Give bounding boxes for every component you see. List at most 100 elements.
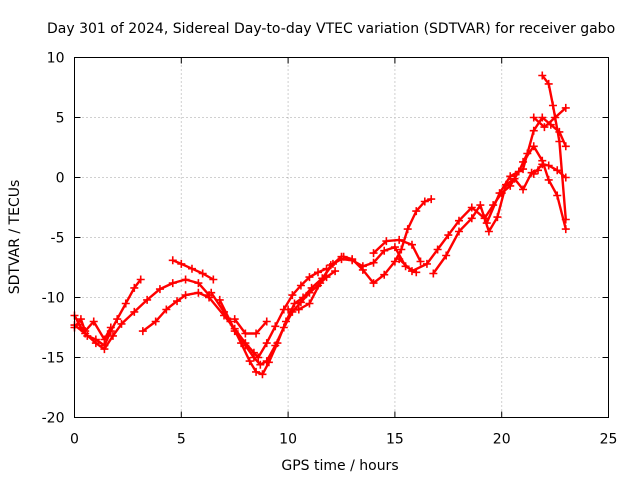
data-point [422, 259, 431, 268]
data-point [181, 275, 190, 284]
data-point [194, 279, 203, 288]
data-point [108, 331, 117, 340]
data-point [484, 227, 493, 236]
data-point [177, 259, 186, 268]
data-point [529, 113, 538, 122]
data-point [136, 275, 145, 284]
series-line [541, 74, 567, 221]
chart-title: Day 301 of 2024, Sidereal Day-to-day VTE… [47, 21, 615, 37]
y-tick-label: -5 [51, 231, 65, 247]
data-point [198, 269, 207, 278]
data-point [181, 291, 190, 300]
data-point [420, 197, 429, 206]
data-point [493, 213, 502, 222]
data-point [444, 231, 453, 240]
data-point [305, 273, 314, 282]
data-point [138, 327, 147, 336]
data-point [397, 245, 406, 254]
data-point [215, 295, 224, 304]
data-point [553, 191, 562, 200]
data-point [76, 315, 85, 324]
data-point [529, 142, 538, 151]
data-point [395, 255, 404, 264]
data-point [81, 329, 90, 338]
y-tick-label: 5 [56, 111, 65, 127]
data-point [380, 270, 389, 279]
data-point [314, 268, 323, 277]
data-point [416, 257, 425, 266]
data-point [519, 165, 528, 174]
data-point [454, 216, 463, 225]
data-point [130, 307, 139, 316]
data-point [151, 317, 160, 326]
data-point [117, 319, 126, 328]
data-point [544, 161, 553, 170]
data-point [510, 174, 519, 183]
y-tick-label: -20 [42, 411, 65, 427]
data-point [348, 255, 357, 264]
data-point [209, 275, 218, 284]
data-point [258, 370, 267, 379]
y-tick-label: 10 [47, 51, 65, 67]
data-point [205, 293, 214, 302]
x-tick-label: 0 [70, 432, 79, 448]
data-point [555, 137, 564, 146]
x-axis-label: GPS time / hours [281, 458, 398, 474]
data-point [561, 215, 570, 224]
data-point [519, 185, 528, 194]
axis-ticks: 0 5 10 15 20 25 -20 -15 -10 -5 0 5 10 [42, 51, 618, 448]
data-point [241, 329, 250, 338]
data-point [476, 201, 485, 210]
data-point [281, 317, 290, 326]
data-point [194, 288, 203, 297]
data-point [271, 322, 280, 331]
data-point [538, 71, 547, 80]
series-line [532, 106, 567, 129]
data-point [412, 207, 421, 216]
data-point [296, 281, 305, 290]
data-point [433, 245, 442, 254]
data-point [529, 169, 538, 178]
data-point [249, 353, 258, 362]
data-point [538, 160, 547, 169]
data-point [113, 315, 122, 324]
data-point [100, 345, 109, 354]
x-tick-label: 10 [279, 432, 297, 448]
data-point [540, 123, 549, 132]
data-point [427, 195, 436, 204]
data-point [390, 257, 399, 266]
data-point [168, 279, 177, 288]
x-tick-label: 15 [386, 432, 404, 448]
data-point [256, 360, 265, 369]
data-point [369, 279, 378, 288]
x-tick-label: 25 [600, 432, 618, 448]
data-point [284, 305, 293, 314]
data-point [482, 219, 491, 228]
data-point [173, 297, 182, 306]
data-point [91, 339, 100, 348]
data-point [380, 246, 389, 255]
data-point [358, 265, 367, 274]
data-point [155, 285, 164, 294]
data-point [548, 101, 557, 110]
data-point [100, 335, 109, 344]
data-point [382, 237, 391, 246]
y-tick-label: -15 [42, 351, 65, 367]
data-point [553, 166, 562, 175]
data-point [561, 103, 570, 112]
data-point [519, 157, 528, 166]
data-point [538, 113, 547, 122]
series-line [521, 145, 567, 231]
data-point [454, 227, 463, 236]
data-point [264, 358, 273, 367]
data-point [561, 142, 570, 151]
data-point [207, 288, 216, 297]
data-point [299, 293, 308, 302]
data-point [467, 214, 476, 223]
series-line [141, 267, 328, 359]
data-point [506, 172, 515, 181]
data-point [544, 79, 553, 88]
data-point [106, 323, 115, 332]
grid-lines [74, 57, 609, 418]
data-point [544, 175, 553, 184]
